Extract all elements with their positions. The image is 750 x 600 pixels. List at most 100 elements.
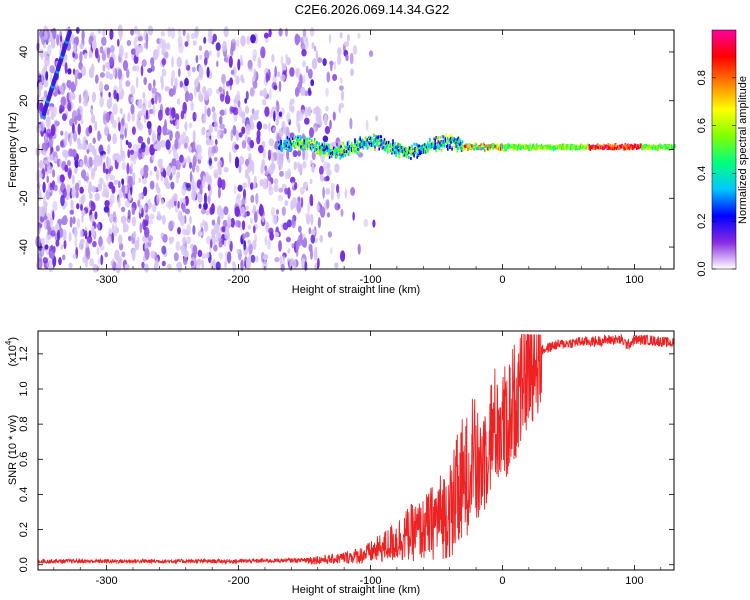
spectrogram-cell (55, 145, 60, 152)
spectrogram-cell (410, 147, 412, 151)
spectrogram-cell (38, 191, 42, 201)
spectrogram-cell (140, 142, 146, 153)
spectrogram-cell (581, 146, 583, 150)
spectrogram-cell (175, 113, 180, 122)
spectrogram-cell (192, 111, 197, 122)
spectrogram-cell (206, 107, 211, 117)
spectrogram-cell (558, 144, 561, 148)
spectrogram-cell (315, 139, 317, 143)
spectrogram-cell (401, 150, 404, 154)
spectrogram-cell (622, 145, 624, 149)
spectrogram-cell (50, 244, 54, 251)
spectrogram-cell (124, 51, 129, 60)
spectrogram-cell (78, 94, 82, 104)
spectrogram-cell (480, 143, 483, 147)
spectrogram-cell (316, 148, 318, 151)
spectrogram-cell (327, 231, 332, 238)
spectrogram-cell (207, 194, 211, 205)
spectrogram-cell (60, 244, 64, 250)
spectrogram-cell (188, 92, 194, 102)
spectrogram-cell (121, 161, 126, 171)
spectrogram-cell (349, 117, 353, 130)
spectrogram-cell (192, 244, 198, 257)
spectrogram-cell (198, 154, 203, 161)
spectrogram-cell (314, 139, 316, 143)
spectrogram-cell (212, 111, 217, 122)
spectrogram-cell (434, 147, 436, 150)
spectrogram-cell (571, 145, 574, 149)
spectrogram-cell (318, 142, 320, 146)
spectrogram-cell (79, 51, 83, 63)
spectrogram-cell (308, 137, 311, 141)
spectrogram-cell (183, 256, 188, 266)
spectrogram-cell (666, 144, 669, 147)
spectrogram-cell (507, 145, 509, 149)
spectrogram-cell (529, 145, 531, 149)
spectrogram-cell (138, 193, 142, 201)
spectrogram-cell (161, 48, 165, 56)
spectrogram-cell (241, 117, 246, 124)
spectrogram-cell (297, 163, 303, 174)
spectrogram-cell (433, 146, 435, 150)
spectrogram-cell (309, 127, 314, 138)
spectrogram-cell (394, 147, 396, 151)
spectrogram-cell (279, 141, 281, 145)
spectrogram-cell (421, 144, 424, 148)
spectrogram-cell (168, 220, 174, 232)
snr-scale-factor: (x104) (4, 337, 19, 367)
spectrogram-cell (392, 148, 394, 152)
spectrogram-cell (250, 182, 254, 190)
spectrogram-cell (325, 187, 331, 195)
spectrogram-cell (356, 151, 358, 155)
spectrogram-cell (413, 142, 415, 146)
spectrogram-cell (442, 135, 445, 139)
spectrogram-cell (311, 145, 314, 149)
spectrogram-cell (587, 146, 589, 150)
spectrogram-cell (668, 145, 671, 149)
spectrogram-cell (352, 146, 354, 150)
spectrogram-cell (157, 214, 162, 221)
spectrogram-cell (310, 79, 315, 87)
spectrogram-cell (302, 145, 304, 149)
spectrogram-cell (218, 241, 223, 248)
spectrogram-cell (667, 146, 670, 150)
spectrogram-cell (90, 202, 96, 212)
spectrogram-cell (234, 94, 241, 101)
spectrogram-cell (377, 140, 379, 144)
spectrogram-cell (544, 146, 546, 150)
colorbar: 0.00.20.40.60.8 Normalized spectral ampl… (696, 29, 749, 277)
spectrogram-cell (336, 154, 338, 158)
spectrogram-cell (182, 29, 186, 36)
spectrogram-cell (222, 83, 226, 91)
spectrogram-cell (241, 78, 245, 84)
spectrogram-cell (198, 93, 204, 103)
spectrogram-cell (49, 154, 54, 161)
spectrogram-cell (611, 147, 614, 151)
spectrogram-cell (372, 141, 374, 145)
spectrogram-cell (184, 229, 190, 236)
spectrogram-cell (153, 49, 159, 61)
spectrogram-cell (290, 138, 293, 142)
spectrogram-cell (288, 145, 291, 149)
colorbar-tick-label: 0.0 (696, 261, 708, 276)
spectrogram-cell (322, 186, 325, 199)
spectrogram-cell (155, 169, 160, 181)
spectrogram-cell (207, 148, 211, 156)
spectrogram-cell (441, 144, 444, 148)
spectrogram-cell (55, 222, 60, 232)
spectrogram-cell (403, 147, 406, 151)
spectrogram-cell (325, 145, 328, 149)
spectrogram-cell (357, 142, 359, 146)
spectrogram-cell (341, 142, 344, 146)
spectrogram-cell (283, 140, 285, 143)
spectrogram-cell (418, 151, 421, 155)
spectrogram-cell (389, 143, 391, 147)
spectrogram-cell (289, 132, 295, 139)
spectrogram-cell (62, 229, 67, 242)
spectrogram-cell (339, 32, 343, 39)
spectrogram-cell (361, 145, 364, 149)
spectrogram-cell (405, 150, 408, 154)
spectrogram-cell (70, 81, 76, 93)
spectrogram-cell (97, 130, 101, 142)
spectrogram-cell (90, 63, 95, 74)
